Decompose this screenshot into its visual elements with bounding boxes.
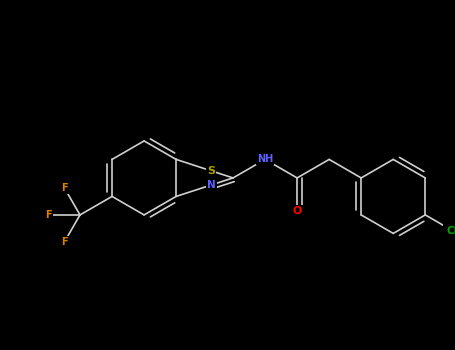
- Text: Cl: Cl: [447, 226, 455, 236]
- Text: O: O: [293, 206, 302, 216]
- Text: F: F: [61, 183, 68, 193]
- Text: F: F: [45, 210, 52, 220]
- Text: S: S: [207, 166, 215, 176]
- Text: N: N: [207, 180, 216, 190]
- Text: F: F: [61, 237, 68, 247]
- Text: NH: NH: [257, 154, 273, 164]
